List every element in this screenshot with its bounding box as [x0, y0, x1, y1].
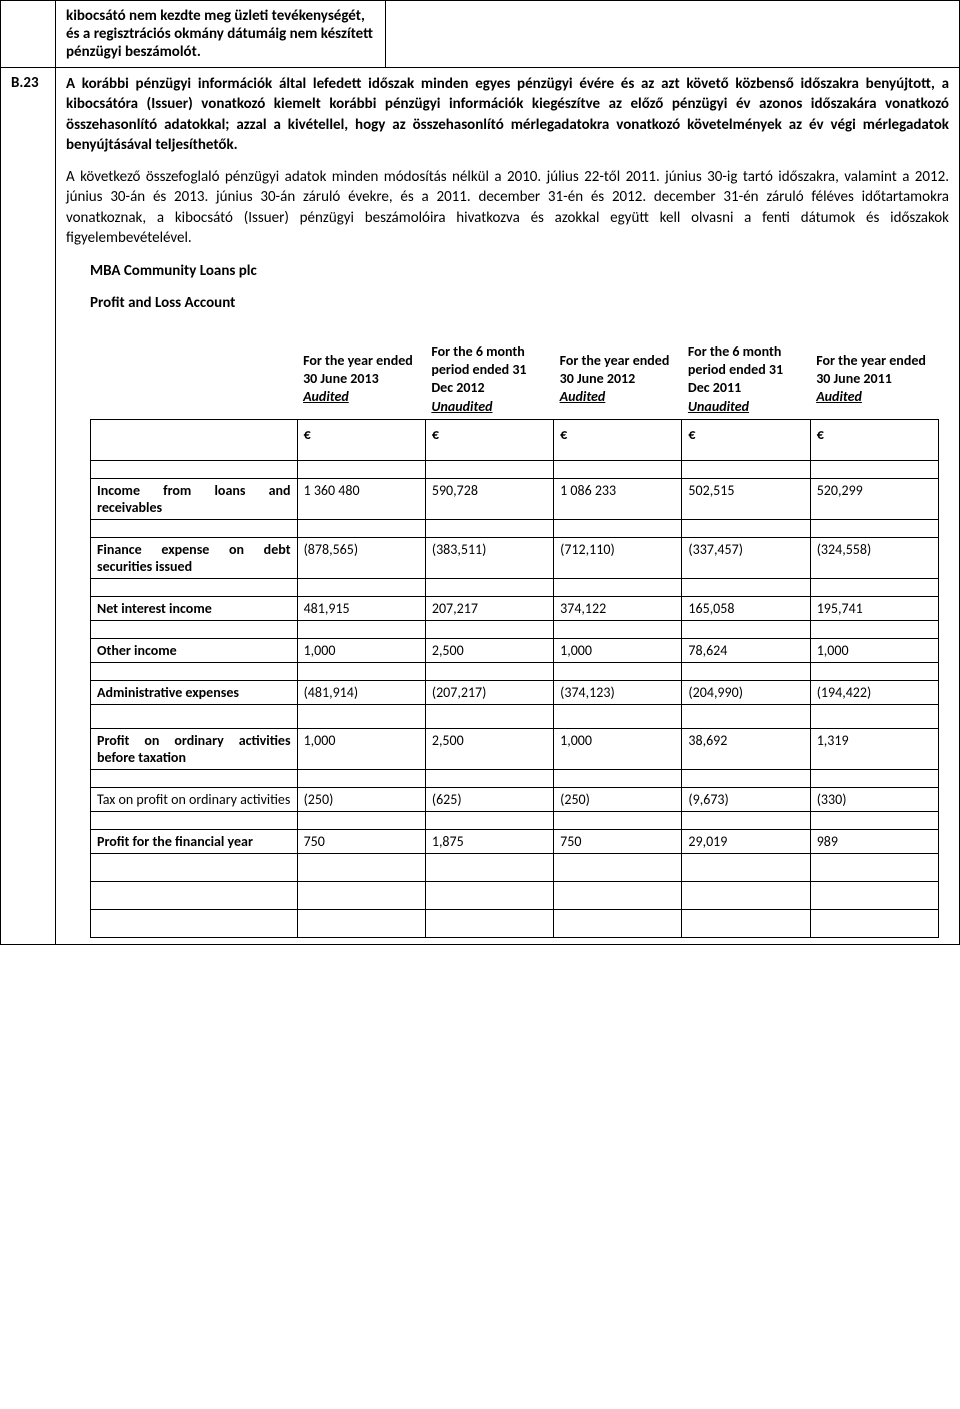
- section-body: A korábbi pénzügyi információk által lef…: [56, 68, 960, 945]
- row1-empty: [1, 1, 56, 68]
- row-finexp: Finance expense on debt securities issue…: [91, 537, 939, 578]
- row-pbt: Profit on ordinary activities before tax…: [91, 728, 939, 769]
- row-admin: Administrative expenses (481,914) (207,2…: [91, 680, 939, 704]
- statement-heading: Profit and Loss Account: [90, 294, 949, 312]
- para-1: A korábbi pénzügyi információk által lef…: [66, 74, 949, 155]
- document-table: kibocsátó nem kezdte meg üzleti tevékeny…: [0, 0, 960, 945]
- company-heading: MBA Community Loans plc: [90, 262, 949, 280]
- row1-text: kibocsátó nem kezdte meg üzleti tevékeny…: [66, 7, 373, 61]
- col-head-3: For the 6 month period ended 31 Dec 2011…: [682, 340, 810, 419]
- col-head-0: For the year ended 30 June 2013 Audited: [297, 340, 425, 419]
- row-profit: Profit for the financial year 750 1,875 …: [91, 829, 939, 853]
- col-head-2: For the year ended 30 June 2012 Audited: [554, 340, 682, 419]
- row-other: Other income 1,000 2,500 1,000 78,624 1,…: [91, 638, 939, 662]
- col-head-1: For the 6 month period ended 31 Dec 2012…: [425, 340, 553, 419]
- row-income: Income from loans and receivables 1 360 …: [91, 478, 939, 519]
- row-netint: Net interest income 481,915 207,217 374,…: [91, 596, 939, 620]
- currency-row: € € € € €: [91, 419, 939, 460]
- row1-text-cell: kibocsátó nem kezdte meg üzleti tevékeny…: [56, 1, 386, 68]
- financial-table: For the year ended 30 June 2013 Audited …: [90, 340, 939, 938]
- section-code: B.23: [1, 68, 56, 945]
- row-tax: Tax on profit on ordinary activities (25…: [91, 787, 939, 811]
- header-row: For the year ended 30 June 2013 Audited …: [91, 340, 939, 419]
- para-2: A következő összefoglaló pénzügyi adatok…: [66, 167, 949, 248]
- row1-right-empty: [386, 1, 960, 68]
- col-head-4: For the year ended 30 June 2011 Audited: [810, 340, 938, 419]
